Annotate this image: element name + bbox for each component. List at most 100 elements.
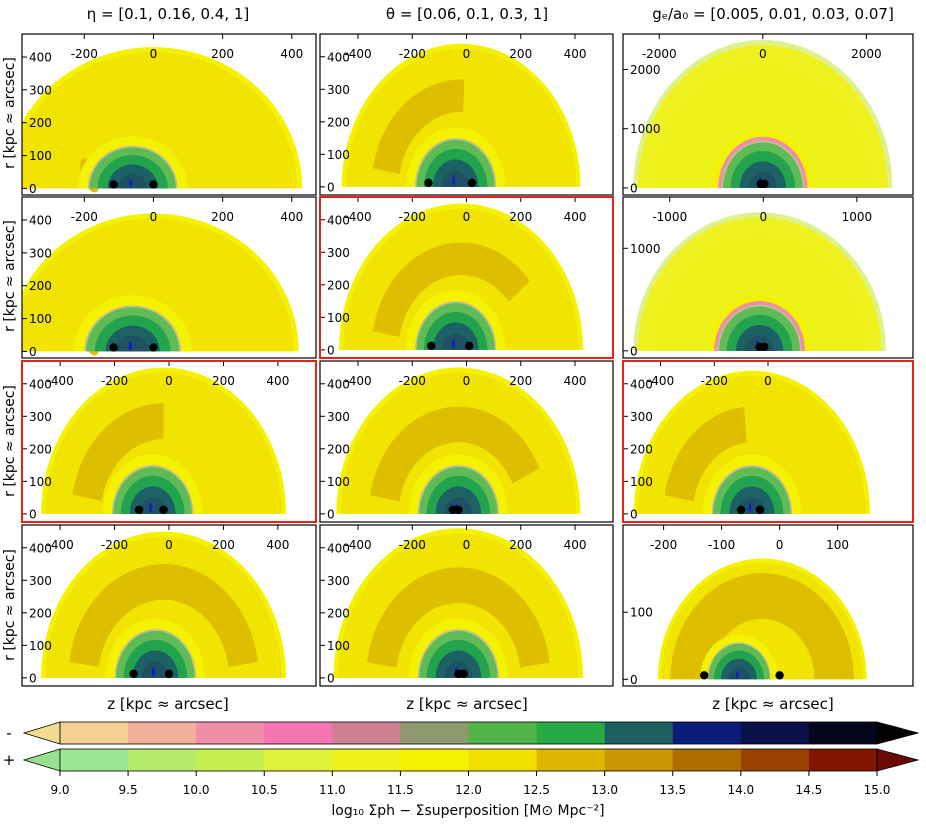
x-tick-label: 400 xyxy=(564,47,587,61)
ylabel-row-2: r [kpc ≈ arcsec] xyxy=(2,220,18,332)
colorbar-plus-cell xyxy=(740,749,810,771)
x-tick-label: -200 xyxy=(101,374,128,388)
panel-frame xyxy=(21,196,317,359)
panel-frame-highlight xyxy=(319,196,614,359)
y-tick-label: 400 xyxy=(29,51,52,65)
colorbar-plus-cell xyxy=(264,749,333,771)
y-tick-label: 100 xyxy=(327,148,350,162)
lens-point-0 xyxy=(109,180,118,189)
y-tick-label: 400 xyxy=(327,213,350,227)
x-tick-label: -100 xyxy=(708,538,735,552)
x-tick-label: 200 xyxy=(509,210,532,224)
y-tick-label: 100 xyxy=(327,311,350,325)
lens-point-0 xyxy=(736,505,746,515)
colorbar-plus-cell xyxy=(604,749,674,771)
y-tick-label: 400 xyxy=(29,541,52,555)
panel-frame xyxy=(622,524,914,687)
core-peak xyxy=(149,503,153,513)
y-tick-label: 400 xyxy=(630,377,653,391)
colorbar-plus-cell xyxy=(128,749,197,771)
x-tick-label: 200 xyxy=(212,538,235,552)
lens-point-0 xyxy=(700,671,709,680)
dense-band xyxy=(367,567,550,668)
x-tick-label: 0 xyxy=(759,47,767,61)
core-peak xyxy=(452,339,456,349)
mid-field xyxy=(656,237,864,351)
panel-frame xyxy=(622,33,914,196)
core-peak xyxy=(452,176,456,186)
panel-frame-highlight xyxy=(622,360,914,523)
core-level-4 xyxy=(441,333,470,350)
colorbar-minus-high-arrow xyxy=(876,721,920,745)
core-peak xyxy=(128,341,132,351)
lens-point-1 xyxy=(755,505,765,515)
y-tick-label: 400 xyxy=(327,377,350,391)
y-tick-label: 200 xyxy=(327,115,350,129)
colorbar-plus-low-arrow xyxy=(22,748,61,772)
x-tick-label: 0 xyxy=(165,538,173,552)
x-tick-label: 400 xyxy=(266,374,289,388)
panel-7: -400 -200 0 200 400 0 100 200 300 400 xyxy=(319,360,614,523)
lens-point-0 xyxy=(424,178,433,188)
colorbar-tick-label: 12.5 xyxy=(523,783,550,797)
colorbar-tick-label: 12.0 xyxy=(455,783,482,797)
colorbar-tick-label: 15.0 xyxy=(864,783,891,797)
y-tick-label: 0 xyxy=(327,507,335,521)
lens-point-1 xyxy=(459,669,468,679)
y-tick-label: 100 xyxy=(29,639,52,653)
x-tick-label: -400 xyxy=(46,374,73,388)
x-tick-label: 400 xyxy=(280,210,303,224)
colorbar-plus-cell xyxy=(808,749,878,771)
mid-field xyxy=(656,66,869,188)
lens-point-0 xyxy=(129,669,138,679)
y-tick-label: 0 xyxy=(327,343,335,357)
x-tick-label: -2000 xyxy=(642,47,677,61)
y-tick-label: 0 xyxy=(327,671,335,685)
colorbar-minus-cell xyxy=(468,722,538,744)
panel-10: -400 -200 0 200 400 0 100 200 300 400 xyxy=(319,524,614,687)
y-tick-label: 0 xyxy=(630,507,638,521)
lens-point-1 xyxy=(760,342,769,352)
panel-3: -200 0 200 400 0 100 200 300 400 xyxy=(21,196,317,359)
x-tick-label: -200 xyxy=(399,374,426,388)
x-tick-label: -400 xyxy=(344,374,371,388)
y-tick-label: 100 xyxy=(29,312,52,326)
colorbar-tick-label: 9.0 xyxy=(50,783,69,797)
dense-band xyxy=(69,564,258,668)
x-tick-label: -200 xyxy=(101,538,128,552)
colorbar-plus-cell xyxy=(332,749,401,771)
xlabel-col-2: z [kpc ≈ arcsec] xyxy=(406,695,527,713)
y-tick-label: 300 xyxy=(327,410,350,424)
y-tick-label: 400 xyxy=(29,377,52,391)
x-tick-label: 0 xyxy=(463,47,471,61)
colorbar-tick-label: 13.0 xyxy=(591,783,618,797)
colorbar-minus-cell xyxy=(332,722,401,744)
y-tick-label: 200 xyxy=(29,606,52,620)
x-tick-label: -200 xyxy=(71,47,98,61)
panel-frame-highlight xyxy=(21,360,317,523)
colorbar-minus-cell xyxy=(604,722,674,744)
panel-frame xyxy=(319,360,614,523)
col-title-eta: η = [0.1, 0.16, 0.4, 1] xyxy=(87,5,250,23)
colorbar-sign-plus: + xyxy=(3,751,16,769)
core-level-4 xyxy=(117,173,148,189)
ylabel-row-4: r [kpc ≈ arcsec] xyxy=(2,549,18,661)
colorbar-tick-label: 11.5 xyxy=(387,783,414,797)
outer-field xyxy=(22,52,297,189)
lens-point-1 xyxy=(760,179,769,189)
panel-4: -400 -200 0 200 400 0 100 200 300 400 xyxy=(319,196,614,359)
colorbar-plus-cell xyxy=(60,749,129,771)
lens-point-0 xyxy=(109,343,118,352)
y-tick-label: 0 xyxy=(630,344,638,358)
core-peak xyxy=(151,667,155,677)
colorbar-minus-cell xyxy=(808,722,878,744)
panel-frame xyxy=(319,33,614,196)
y-tick-label: 100 xyxy=(29,475,52,489)
y-tick-label: 300 xyxy=(29,410,52,424)
y-tick-label: 400 xyxy=(327,50,350,64)
panel-5: -1000 0 1000 0 1000 xyxy=(622,196,914,359)
x-tick-label: 0 xyxy=(165,374,173,388)
core-level-4 xyxy=(748,171,777,188)
y-tick-label: 200 xyxy=(630,442,653,456)
y-tick-label: 300 xyxy=(327,574,350,588)
